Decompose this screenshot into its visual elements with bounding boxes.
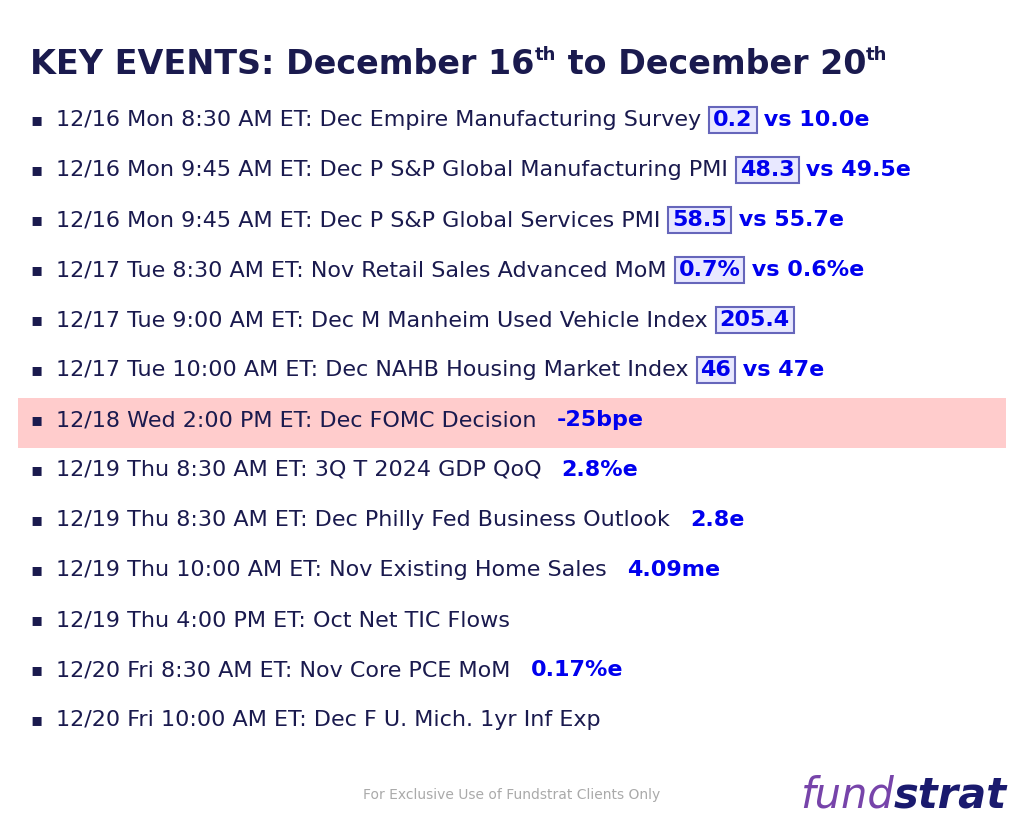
Text: 12/19 Thu 8:30 AM ET: 3Q T 2024 GDP QoQ: 12/19 Thu 8:30 AM ET: 3Q T 2024 GDP QoQ bbox=[56, 460, 542, 480]
Text: 12/16 Mon 9:45 AM ET: Dec P S&P Global Services PMI: 12/16 Mon 9:45 AM ET: Dec P S&P Global S… bbox=[56, 210, 660, 230]
Text: 12/19 Thu 4:00 PM ET: Oct Net TIC Flows: 12/19 Thu 4:00 PM ET: Oct Net TIC Flows bbox=[56, 610, 510, 630]
Text: 12/17 Tue 9:00 AM ET: Dec M Manheim Used Vehicle Index: 12/17 Tue 9:00 AM ET: Dec M Manheim Used… bbox=[56, 310, 708, 330]
Text: 12/20 Fri 10:00 AM ET: Dec F U. Mich. 1yr Inf Exp: 12/20 Fri 10:00 AM ET: Dec F U. Mich. 1y… bbox=[56, 710, 601, 730]
Text: vs 10.0e: vs 10.0e bbox=[757, 110, 870, 130]
Text: ▪: ▪ bbox=[30, 361, 42, 379]
Text: ▪: ▪ bbox=[30, 411, 42, 429]
Text: to December 20: to December 20 bbox=[556, 48, 866, 81]
Text: fund: fund bbox=[800, 774, 894, 816]
FancyBboxPatch shape bbox=[716, 307, 794, 333]
Text: 0.7%: 0.7% bbox=[679, 260, 740, 280]
Text: 12/19 Thu 8:30 AM ET: Dec Philly Fed Business Outlook: 12/19 Thu 8:30 AM ET: Dec Philly Fed Bus… bbox=[56, 510, 670, 530]
FancyBboxPatch shape bbox=[669, 207, 731, 233]
Text: ▪: ▪ bbox=[30, 661, 42, 679]
Text: 4.09me: 4.09me bbox=[627, 560, 720, 580]
Text: vs 0.6%e: vs 0.6%e bbox=[744, 260, 864, 280]
Text: 12/16 Mon 8:30 AM ET: Dec Empire Manufacturing Survey: 12/16 Mon 8:30 AM ET: Dec Empire Manufac… bbox=[56, 110, 701, 130]
Text: ▪: ▪ bbox=[30, 711, 42, 729]
Text: ▪: ▪ bbox=[30, 261, 42, 279]
Text: For Exclusive Use of Fundstrat Clients Only: For Exclusive Use of Fundstrat Clients O… bbox=[364, 788, 660, 802]
Text: vs 55.7e: vs 55.7e bbox=[731, 210, 844, 230]
Text: th: th bbox=[535, 46, 556, 64]
Text: ▪: ▪ bbox=[30, 611, 42, 629]
FancyBboxPatch shape bbox=[18, 398, 1006, 448]
Text: 12/20 Fri 8:30 AM ET: Nov Core PCE MoM: 12/20 Fri 8:30 AM ET: Nov Core PCE MoM bbox=[56, 660, 510, 680]
Text: 205.4: 205.4 bbox=[720, 310, 790, 330]
Text: KEY EVENTS: December 16: KEY EVENTS: December 16 bbox=[30, 48, 535, 81]
Text: ▪: ▪ bbox=[30, 111, 42, 129]
Text: 48.3: 48.3 bbox=[740, 160, 795, 180]
Text: 12/17 Tue 10:00 AM ET: Dec NAHB Housing Market Index: 12/17 Tue 10:00 AM ET: Dec NAHB Housing … bbox=[56, 360, 688, 380]
Text: 12/19 Thu 10:00 AM ET: Nov Existing Home Sales: 12/19 Thu 10:00 AM ET: Nov Existing Home… bbox=[56, 560, 607, 580]
FancyBboxPatch shape bbox=[736, 157, 799, 183]
FancyBboxPatch shape bbox=[710, 107, 757, 133]
Text: 12/18 Wed 2:00 PM ET: Dec FOMC Decision: 12/18 Wed 2:00 PM ET: Dec FOMC Decision bbox=[56, 410, 537, 430]
Text: vs 47e: vs 47e bbox=[735, 360, 824, 380]
Text: 0.2: 0.2 bbox=[713, 110, 753, 130]
Text: 58.5: 58.5 bbox=[673, 210, 727, 230]
Text: 2.8%e: 2.8%e bbox=[561, 460, 638, 480]
Text: 2.8e: 2.8e bbox=[690, 510, 744, 530]
Text: strat: strat bbox=[894, 774, 1007, 816]
Text: 0.17%e: 0.17%e bbox=[530, 660, 623, 680]
Text: ▪: ▪ bbox=[30, 511, 42, 529]
FancyBboxPatch shape bbox=[675, 257, 744, 283]
Text: 12/16 Mon 9:45 AM ET: Dec P S&P Global Manufacturing PMI: 12/16 Mon 9:45 AM ET: Dec P S&P Global M… bbox=[56, 160, 728, 180]
Text: ▪: ▪ bbox=[30, 211, 42, 229]
Text: 12/17 Tue 8:30 AM ET: Nov Retail Sales Advanced MoM: 12/17 Tue 8:30 AM ET: Nov Retail Sales A… bbox=[56, 260, 667, 280]
Text: vs 49.5e: vs 49.5e bbox=[799, 160, 911, 180]
Text: ▪: ▪ bbox=[30, 461, 42, 479]
Text: -25bpe: -25bpe bbox=[556, 410, 643, 430]
Text: 46: 46 bbox=[700, 360, 731, 380]
FancyBboxPatch shape bbox=[696, 357, 735, 383]
Text: ▪: ▪ bbox=[30, 311, 42, 329]
Text: ▪: ▪ bbox=[30, 561, 42, 579]
Text: ▪: ▪ bbox=[30, 161, 42, 179]
Text: th: th bbox=[866, 46, 888, 64]
